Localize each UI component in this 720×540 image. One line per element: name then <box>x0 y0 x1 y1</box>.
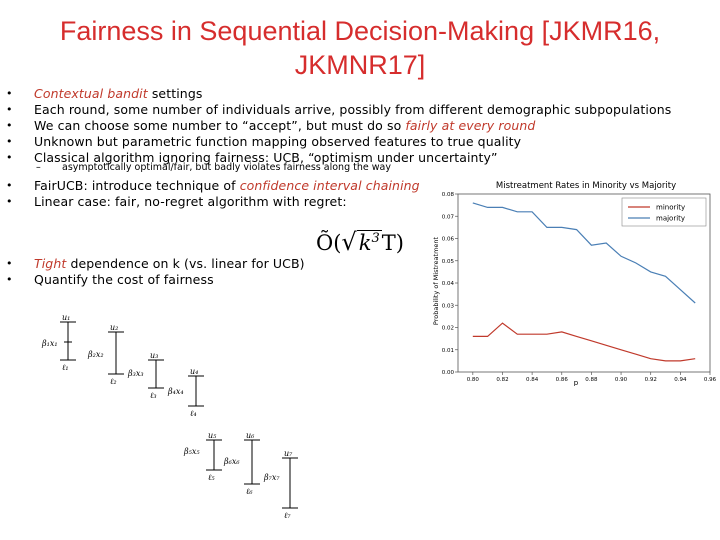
chart-ylabel: Probability of Mistreatment <box>432 236 440 325</box>
diagram-label: u₆ <box>246 431 255 440</box>
y-tick-label: 0.00 <box>442 370 455 376</box>
y-tick-label: 0.04 <box>442 281 455 287</box>
y-tick-label: 0.06 <box>442 237 455 243</box>
chart-title: Mistreatment Rates in Minority vs Majori… <box>496 181 676 191</box>
y-tick-label: 0.07 <box>442 214 455 220</box>
sub-bullet: – asymptotically optimal/fair, but badly… <box>36 162 391 173</box>
chart-xlabel: p <box>574 379 579 386</box>
diagram-label: β₂x₂ <box>87 350 104 359</box>
diagram-label: ℓ₆ <box>246 487 253 496</box>
y-tick-label: 0.05 <box>442 259 455 265</box>
x-tick-label: 0.92 <box>645 377 657 383</box>
bullet-highlight: Contextual bandit <box>34 86 148 101</box>
diagram-label: u₂ <box>110 323 118 332</box>
x-tick-label: 0.86 <box>556 377 569 383</box>
diagram-label: ℓ₁ <box>62 363 69 372</box>
bullet-highlight: confidence interval chaining <box>239 178 420 193</box>
x-tick-label: 0.90 <box>615 377 628 383</box>
x-tick-label: 0.82 <box>496 377 508 383</box>
sub-bullet-glyph: – <box>36 162 41 173</box>
diagram-label: β₄x₄ <box>167 387 184 396</box>
x-tick-label: 0.96 <box>704 377 716 383</box>
y-tick-label: 0.01 <box>442 348 454 354</box>
legend-label-minority: minority <box>656 204 685 212</box>
diagram-label: β₃x₃ <box>127 369 144 378</box>
regret-formula: Õ(√k3T) <box>316 228 404 256</box>
diagram-label: ℓ₃ <box>150 391 157 400</box>
y-tick-label: 0.02 <box>442 326 454 332</box>
diagram-label: ℓ₂ <box>110 377 117 386</box>
bullet-glyph: • <box>6 135 13 148</box>
bullet-glyph: • <box>6 87 13 100</box>
y-tick-label: 0.08 <box>442 192 455 198</box>
diagram-label: u₅ <box>208 431 217 440</box>
x-tick-label: 0.80 <box>467 377 480 383</box>
diagram-label: ℓ₄ <box>190 409 197 418</box>
bullet-glyph: • <box>6 103 13 116</box>
confidence-interval-diagram: u₁ β₁x₁ ℓ₁ u₂ β₂x₂ ℓ₂ u₃ β₃x₃ ℓ₃ u₄ β₄x₄… <box>41 313 298 520</box>
x-tick-label: 0.88 <box>585 377 598 383</box>
series-line-minority <box>472 322 696 362</box>
diagram-label: u₄ <box>190 367 198 376</box>
diagram-label: u₃ <box>150 351 158 360</box>
bullet-glyph: • <box>6 273 13 286</box>
bullet-glyph: • <box>6 179 13 192</box>
bullet-highlight: Tight <box>34 256 67 271</box>
bullet-glyph: • <box>6 257 13 270</box>
diagram-label: u₁ <box>62 313 70 322</box>
legend-box <box>621 197 707 227</box>
legend-label-majority: majority <box>656 215 685 223</box>
diagram-label: β₅x₅ <box>183 447 200 456</box>
bullet-glyph: • <box>6 119 13 132</box>
bullet-highlight: fairly at every round <box>405 118 536 133</box>
mistreatment-chart: Mistreatment Rates in Minority vs Majori… <box>432 181 716 386</box>
slide-title: Fairness in Sequential Decision-Making [… <box>59 16 661 80</box>
diagram-label: u₇ <box>284 449 293 458</box>
x-tick-label: 0.94 <box>674 377 687 383</box>
diagram-label: ℓ₅ <box>208 473 215 482</box>
diagram-label: β₁x₁ <box>41 339 58 348</box>
series-line-majority <box>472 202 696 304</box>
bullet-glyph: • <box>6 151 13 164</box>
bullet-glyph: • <box>6 195 13 208</box>
x-tick-label: 0.84 <box>526 377 539 383</box>
diagram-label: β₇x₇ <box>263 473 280 482</box>
diagram-label: β₆x₆ <box>223 457 240 466</box>
y-tick-label: 0.03 <box>442 303 455 309</box>
diagram-label: ℓ₇ <box>284 511 291 520</box>
